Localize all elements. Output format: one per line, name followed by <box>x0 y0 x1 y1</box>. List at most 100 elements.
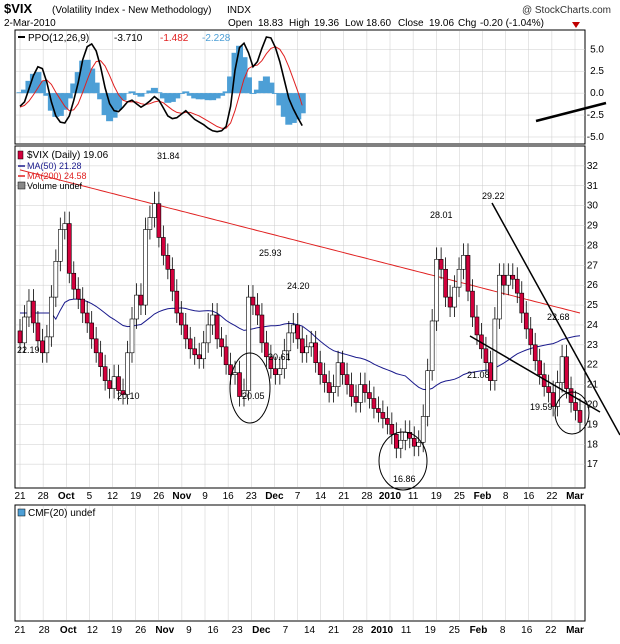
x-tick-label-top: 26 <box>153 491 165 502</box>
candle-up <box>246 296 251 391</box>
ppo-histogram-bar <box>271 93 279 95</box>
candle-down <box>474 316 480 336</box>
x-tick-label-bottom: 16 <box>521 625 533 636</box>
candle-down <box>259 314 265 344</box>
x-tick-label-top: 22 <box>546 491 558 502</box>
candle-down <box>376 408 381 413</box>
ppo-histogram-bar <box>159 93 167 99</box>
ppo-y-tick: 5.0 <box>590 44 604 55</box>
candle-down <box>250 296 256 306</box>
ppo-histogram-bar <box>195 93 203 100</box>
chart-name: (Volatility Index - New Methodology) <box>52 5 212 16</box>
ppo-histogram-bar <box>141 93 149 94</box>
open-label: Open <box>228 18 252 29</box>
candle-up <box>452 286 457 308</box>
line-layer <box>19 36 581 391</box>
candle-down <box>170 268 175 292</box>
ppo-histogram-bar <box>200 93 208 100</box>
ppo-histogram-bar <box>280 93 288 117</box>
ppo-histogram-bar <box>236 45 244 94</box>
candle-down <box>577 410 583 423</box>
candle-down <box>550 392 556 407</box>
candle-down <box>371 398 377 409</box>
candle-down <box>237 372 242 397</box>
candle-down <box>532 344 538 362</box>
candles-layer <box>17 191 583 459</box>
x-tick-label-top: 19 <box>431 491 443 502</box>
ppo-y-tick: -5.0 <box>587 132 605 143</box>
ppo-histogram-bar <box>146 90 154 94</box>
ppo-histogram-bar <box>182 91 190 94</box>
candle-down <box>31 300 36 324</box>
candle-down <box>116 376 121 391</box>
x-tick-label-bottom: 25 <box>449 625 461 636</box>
ppo-histogram-bar <box>298 93 306 114</box>
ppo-histogram-bar <box>29 73 37 94</box>
cmf-legend-swatch <box>17 508 26 517</box>
candle-down <box>394 434 399 449</box>
x-tick-label-bottom: 8 <box>500 625 506 636</box>
ppo-histogram-bar <box>262 76 270 94</box>
ppo-histogram-bar <box>164 93 172 103</box>
candle-down <box>192 348 198 356</box>
candle-down <box>313 342 318 364</box>
candle-down <box>519 292 525 314</box>
x-tick-label-bottom: 7 <box>283 625 289 636</box>
candle-down <box>299 338 305 354</box>
x-tick-label-top: 2010 <box>379 491 402 502</box>
tick-layer: 21 28 Oct 5 12 19 26 Nov 9 16 23 Dec 7 14 21 28 2010 11 19… <box>14 44 604 636</box>
ppo-histogram-bar <box>218 93 226 96</box>
candle-down <box>322 374 327 383</box>
candle-down <box>501 274 507 286</box>
price-y-tick: 28 <box>587 240 599 251</box>
x-tick-label-top: 9 <box>202 491 208 502</box>
ppo-histogram-bar <box>56 93 64 116</box>
ppo-value-1: -3.710 <box>114 33 143 44</box>
candle-up <box>308 342 314 348</box>
ppo-histogram-bar <box>128 91 136 94</box>
x-tick-label-bottom: 28 <box>352 625 364 636</box>
candle-up <box>331 386 336 393</box>
price-annotation: 28.01 <box>430 210 453 220</box>
candle-down <box>71 272 77 290</box>
ppo-histogram-bar <box>97 93 105 100</box>
price-y-tick: 18 <box>587 439 599 450</box>
ppo-histogram-bar <box>65 93 73 99</box>
ppo-histogram-bar <box>79 60 87 94</box>
ppo-histogram-bar <box>20 89 28 94</box>
candle-up <box>286 332 292 352</box>
x-tick-label-bottom: Nov <box>155 625 174 636</box>
candle-down <box>411 437 417 447</box>
candle-down <box>66 223 72 274</box>
candle-up <box>201 342 206 360</box>
price-annotation: 19.59 <box>530 402 553 412</box>
price-y-tick: 22 <box>587 360 599 371</box>
high-value: 19.36 <box>314 18 339 29</box>
candle-up <box>26 300 32 318</box>
candle-up <box>210 314 215 326</box>
x-tick-label-bottom: 14 <box>304 625 316 636</box>
candle-down <box>183 324 189 340</box>
ppo-histogram-bar <box>137 93 145 97</box>
x-tick-label-top: 21 <box>338 491 350 502</box>
ppo-histogram-bar <box>106 93 114 122</box>
ppo-value-3: -2.228 <box>202 33 231 44</box>
ppo-histogram-bar <box>155 92 163 94</box>
candle-up <box>434 259 439 322</box>
support-trendline <box>469 335 601 413</box>
candle-down <box>546 386 551 393</box>
ppo-histogram-bar <box>249 93 257 95</box>
watermark: @ StockCharts.com <box>522 5 611 16</box>
price-y-tick: 26 <box>587 280 599 291</box>
candle-down <box>98 352 103 368</box>
candle-down <box>17 330 23 344</box>
price-annotation: 22.68 <box>547 312 570 322</box>
ppo-signal-line <box>19 46 303 129</box>
price-annotation: 31.84 <box>157 151 180 161</box>
x-tick-label-top: 12 <box>107 491 119 502</box>
chart-symbol: $VIX <box>4 1 33 16</box>
x-tick-label-bottom: 2010 <box>371 625 394 636</box>
x-tick-label-bottom: 12 <box>87 625 99 636</box>
annotation-layer: 22.19 20.10 31.84 25.93 20.05 20.61 24.20 16.86… <box>17 151 570 484</box>
